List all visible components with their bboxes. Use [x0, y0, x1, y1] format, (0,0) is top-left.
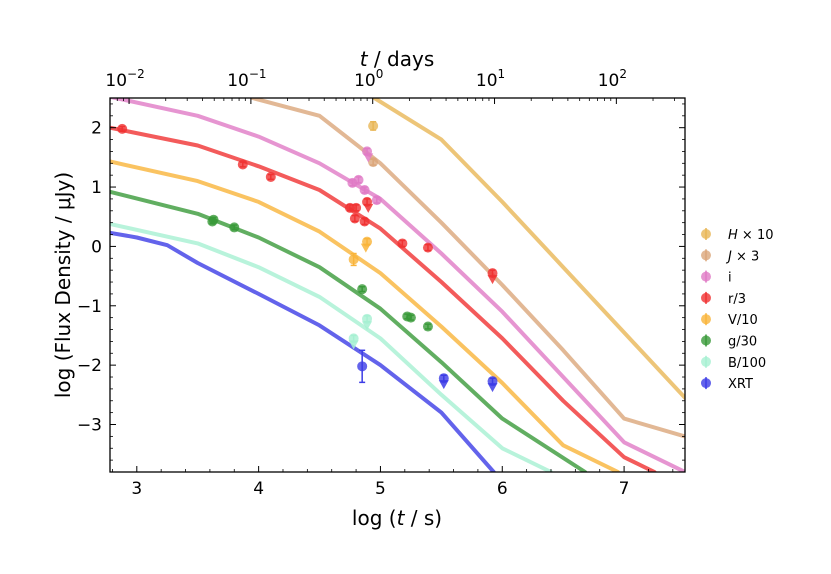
point-g30 — [229, 222, 240, 233]
curve-v10 — [110, 159, 620, 472]
point-r3 — [359, 216, 370, 227]
y-tick-label: −2 — [77, 356, 102, 376]
upper-limit-b100 — [362, 321, 373, 331]
top-axis-title: t / days — [360, 47, 435, 71]
point-g30 — [405, 312, 416, 323]
curve-j — [250, 98, 685, 439]
y-tick-label: 1 — [91, 178, 102, 198]
top-tick-label: 10−2 — [105, 67, 144, 91]
legend-label: g/30 — [728, 335, 757, 350]
x-tick-label: 3 — [131, 479, 142, 499]
legend-label: r/3 — [728, 292, 746, 307]
point-r3 — [349, 213, 360, 224]
upper-limit-xrt — [438, 380, 449, 390]
point-i — [359, 185, 370, 196]
point-r3 — [422, 242, 433, 253]
plot-frame — [109, 97, 686, 473]
point-g30 — [208, 214, 219, 225]
point-r3 — [237, 159, 248, 170]
point-j — [368, 157, 379, 168]
y-tick-label: 2 — [91, 119, 102, 139]
upper-limit-b100 — [348, 340, 359, 350]
legend-marker — [701, 250, 711, 261]
legend-marker — [701, 314, 711, 325]
point-i — [371, 195, 382, 206]
data-points — [117, 120, 498, 393]
legend-marker — [701, 378, 711, 389]
curve-r3 — [110, 125, 657, 472]
point-r3 — [397, 238, 408, 249]
top-tick-label: 101 — [476, 67, 505, 91]
top-tick-label: 10−1 — [227, 67, 266, 91]
legend-marker — [701, 292, 711, 303]
upper-limit-i — [363, 153, 374, 163]
legend-marker — [701, 271, 711, 282]
point-r3 — [351, 202, 362, 213]
legend-marker — [701, 335, 711, 346]
legend: H × 10 J × 3 i r/3 V/10 g/30 B/100 XRT — [701, 228, 773, 392]
point-v10 — [348, 254, 359, 265]
upper-limit-r3 — [363, 203, 374, 213]
point-g30 — [422, 321, 433, 332]
upper-limit-v10 — [360, 243, 371, 253]
x-tick-label: 6 — [497, 479, 508, 499]
curve-xrt — [110, 230, 496, 472]
curve-h — [372, 98, 685, 400]
y-axis-title: log (Flux Density / μJy) — [51, 172, 75, 398]
legend-label: V/10 — [728, 313, 758, 328]
x-tick-label: 4 — [253, 479, 264, 499]
legend-marker — [701, 229, 711, 239]
point-b100 — [362, 313, 373, 324]
point-g30 — [357, 284, 368, 295]
top-tick-label: 102 — [598, 67, 627, 91]
x-tick-label: 7 — [619, 479, 630, 499]
curve-b100 — [110, 221, 553, 472]
legend-marker — [701, 356, 711, 367]
y-tick-label: −3 — [77, 416, 102, 436]
x-axis-title: log (t / s) — [352, 506, 442, 530]
upper-limit-xrt — [487, 383, 498, 393]
curve-g30 — [110, 189, 588, 472]
legend-label: i — [728, 271, 732, 286]
point-h — [368, 120, 379, 131]
point-r3 — [117, 123, 128, 134]
point-r3 — [265, 171, 276, 182]
model-curves — [110, 98, 685, 472]
upper-limit-r3 — [487, 275, 498, 285]
legend-label: XRT — [728, 377, 753, 392]
y-tick-label: 0 — [91, 237, 102, 257]
curve-i — [110, 98, 685, 472]
legend-label: B/100 — [728, 356, 766, 371]
legend-label: H × 10 — [728, 228, 773, 243]
point-xrt — [357, 361, 368, 372]
x-tick-label: 5 — [375, 479, 386, 499]
y-tick-label: −1 — [77, 297, 102, 317]
legend-label: J × 3 — [725, 249, 759, 264]
axis-ticks — [109, 98, 685, 473]
point-i — [353, 174, 364, 185]
